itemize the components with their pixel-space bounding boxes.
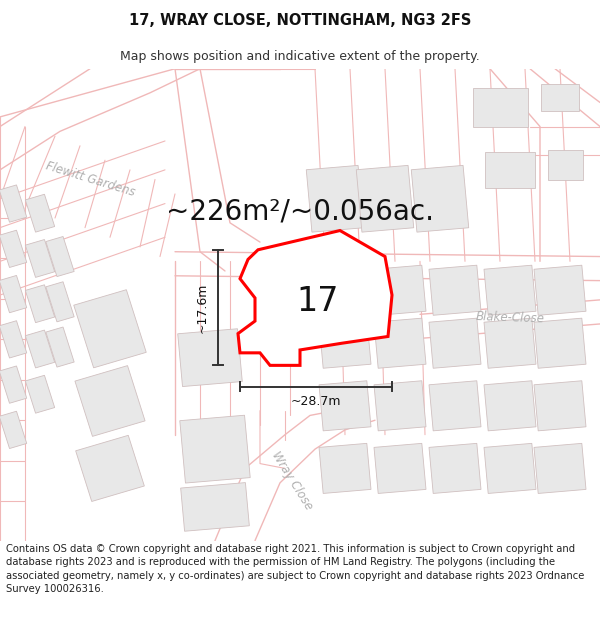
Polygon shape	[356, 166, 414, 232]
Text: Blake‑Close: Blake‑Close	[475, 309, 545, 325]
Polygon shape	[374, 381, 426, 431]
Polygon shape	[429, 381, 481, 431]
Polygon shape	[0, 230, 27, 268]
Text: ~226m²/~0.056ac.: ~226m²/~0.056ac.	[166, 198, 434, 225]
Polygon shape	[484, 443, 536, 494]
Polygon shape	[534, 381, 586, 431]
Polygon shape	[548, 149, 583, 181]
Polygon shape	[374, 265, 426, 315]
Polygon shape	[319, 381, 371, 431]
Polygon shape	[180, 415, 250, 483]
Polygon shape	[429, 318, 481, 368]
Polygon shape	[25, 376, 55, 413]
Text: Wray Close: Wray Close	[269, 449, 315, 512]
Polygon shape	[25, 239, 55, 278]
Polygon shape	[319, 265, 371, 315]
Polygon shape	[534, 318, 586, 368]
Polygon shape	[319, 318, 371, 368]
Text: 17, WRAY CLOSE, NOTTINGHAM, NG3 2FS: 17, WRAY CLOSE, NOTTINGHAM, NG3 2FS	[129, 12, 471, 28]
Polygon shape	[374, 443, 426, 494]
Polygon shape	[484, 381, 536, 431]
Polygon shape	[238, 231, 392, 366]
Text: Contains OS data © Crown copyright and database right 2021. This information is : Contains OS data © Crown copyright and d…	[6, 544, 584, 594]
Polygon shape	[0, 276, 27, 312]
Polygon shape	[429, 265, 481, 315]
Polygon shape	[25, 285, 55, 322]
Polygon shape	[178, 329, 242, 386]
Polygon shape	[319, 443, 371, 494]
Text: ~28.7m: ~28.7m	[291, 396, 341, 409]
Text: ~17.6m: ~17.6m	[196, 282, 209, 332]
Polygon shape	[76, 436, 145, 501]
Polygon shape	[411, 166, 469, 232]
Polygon shape	[74, 290, 146, 368]
Polygon shape	[25, 330, 55, 368]
Polygon shape	[25, 194, 55, 232]
Polygon shape	[484, 318, 536, 368]
Polygon shape	[429, 443, 481, 494]
Polygon shape	[534, 265, 586, 315]
Polygon shape	[485, 152, 535, 188]
Text: 17: 17	[297, 285, 339, 318]
Polygon shape	[181, 482, 250, 531]
Polygon shape	[0, 185, 27, 222]
Polygon shape	[374, 318, 426, 368]
Text: Flewitt Gardens: Flewitt Gardens	[44, 160, 136, 199]
Polygon shape	[0, 411, 27, 449]
Polygon shape	[75, 366, 145, 436]
Polygon shape	[473, 88, 527, 126]
Polygon shape	[0, 366, 27, 403]
Polygon shape	[46, 236, 74, 277]
Polygon shape	[484, 265, 536, 315]
Polygon shape	[46, 327, 74, 367]
Polygon shape	[46, 282, 74, 322]
Polygon shape	[541, 84, 579, 111]
Polygon shape	[0, 321, 27, 358]
Polygon shape	[534, 443, 586, 494]
Polygon shape	[306, 166, 364, 232]
Text: Map shows position and indicative extent of the property.: Map shows position and indicative extent…	[120, 49, 480, 62]
